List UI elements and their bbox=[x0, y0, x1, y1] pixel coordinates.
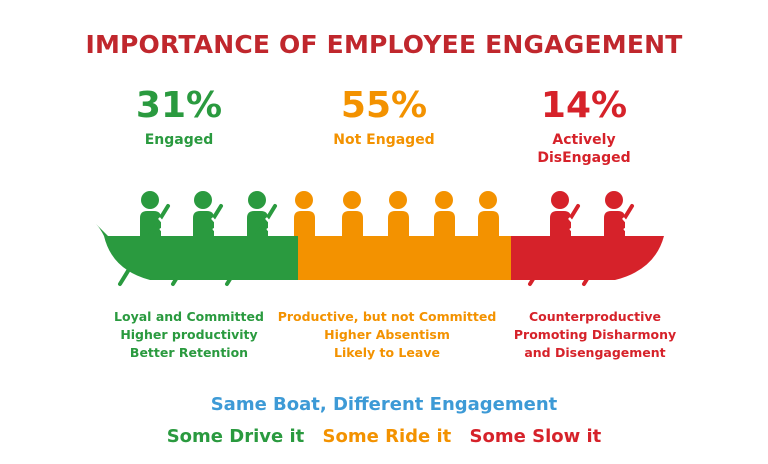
boat-hull-red-section bbox=[511, 236, 664, 280]
boat-hull-green-section bbox=[104, 236, 298, 280]
engaged-description-line: Loyal and Committed bbox=[114, 309, 264, 324]
boat-hull-orange-section bbox=[298, 236, 511, 280]
rower-figure-icon bbox=[478, 191, 499, 238]
boat-prow-tip bbox=[96, 224, 108, 236]
rower-figure-icon bbox=[294, 191, 315, 238]
disengaged-description-line: Counterproductive bbox=[528, 309, 662, 324]
disengaged-description-line: Promoting Disharmony bbox=[513, 327, 677, 342]
infographic-title: IMPORTANCE OF EMPLOYEE ENGAGEMENT bbox=[85, 30, 683, 59]
ride-it-text: Some Ride it bbox=[322, 426, 452, 447]
not-engaged-description-line: Productive, but not Committed bbox=[277, 309, 497, 324]
engaged-percent: 31% bbox=[135, 85, 223, 126]
engaged-label-line: Engaged bbox=[144, 132, 214, 148]
rower-figure-icon bbox=[342, 191, 363, 238]
disengaged-label-line-1: Actively bbox=[552, 132, 616, 148]
engaged-description: Loyal and Committed Higher productivity … bbox=[69, 308, 309, 362]
not-engaged-label-line: Not Engaged bbox=[333, 132, 435, 148]
not-engaged-description-line: Higher Absentism bbox=[324, 327, 450, 342]
engaged-description-line: Better Retention bbox=[129, 345, 249, 360]
not-engaged-label: Not Engaged bbox=[284, 131, 484, 149]
slow-it-text: Some Slow it bbox=[469, 426, 602, 447]
disengaged-percent: 14% bbox=[540, 85, 628, 126]
rowing-boat-illustration bbox=[96, 191, 664, 286]
not-engaged-percent: 55% bbox=[340, 85, 428, 126]
not-engaged-description-line: Likely to Leave bbox=[334, 345, 440, 360]
disengaged-description: Counterproductive Promoting Disharmony a… bbox=[475, 308, 715, 362]
drive-it-text: Some Drive it bbox=[166, 426, 305, 447]
engaged-label: Engaged bbox=[79, 131, 279, 149]
not-engaged-riders bbox=[294, 191, 499, 238]
disengaged-label: Actively DisEngaged bbox=[484, 131, 684, 167]
disengaged-description-line: and Disengagement bbox=[524, 345, 666, 360]
rower-figure-icon bbox=[434, 191, 455, 238]
not-engaged-description: Productive, but not Committed Higher Abs… bbox=[267, 308, 507, 362]
disengaged-label-line-2: DisEngaged bbox=[537, 150, 631, 166]
engaged-description-line: Higher productivity bbox=[120, 327, 258, 342]
rower-figure-icon bbox=[388, 191, 409, 238]
tagline: Same Boat, Different Engagement bbox=[210, 394, 558, 415]
bottom-summary: Some Drive it Some Ride it Some Slow it bbox=[0, 426, 768, 447]
